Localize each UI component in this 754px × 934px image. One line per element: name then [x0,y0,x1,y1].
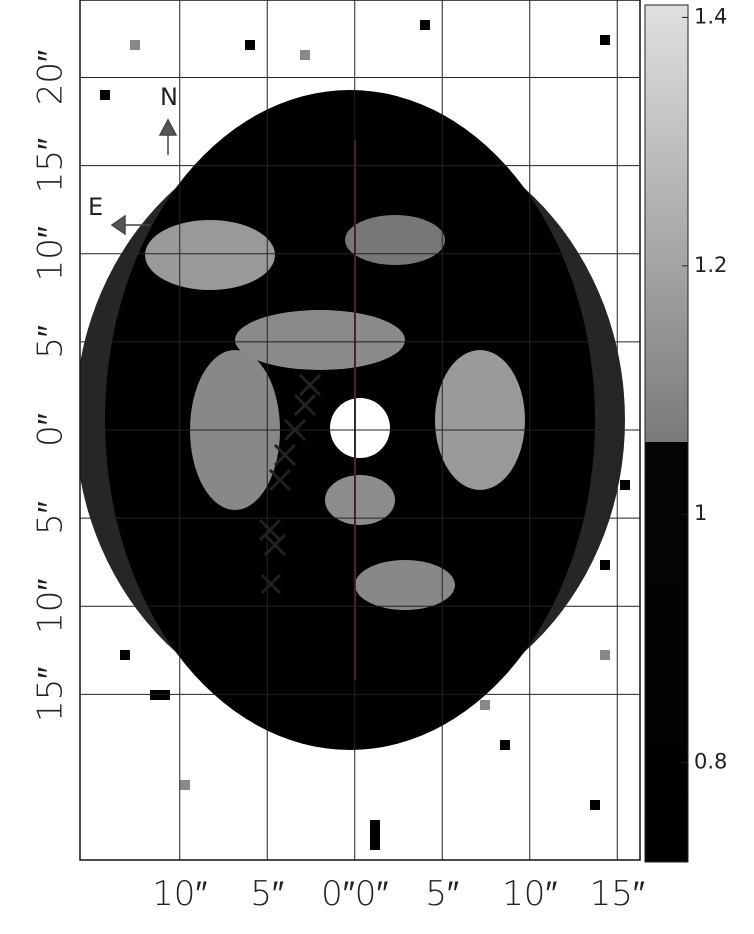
y-tick-label: 20″ [31,50,71,105]
y-tick-label: 5″ [31,325,71,359]
north-label: N [160,83,178,111]
x-tick-label: 0″0″ [321,874,388,914]
colorbar-label: 0.8 [694,750,727,774]
colorbar-label: 1.2 [694,253,727,277]
colorbar-label: 1 [694,501,707,525]
x-tick-label: 10″ [152,874,207,914]
figure: N E 10″ 5″ 0″0″ 5″ 10″ 15″ 20″ 15″ 10″ 5″ 0″ 5″ 10″ 1… [0,0,754,930]
x-tick-label: 5″ [250,874,284,914]
colorbar [645,5,688,862]
y-tick-label: 10″ [31,579,71,634]
y-tick-label: 5″ [31,501,71,535]
y-tick-label: 0″ [31,413,71,447]
y-tick-label: 10″ [31,226,71,281]
y-tick-label: 15″ [31,667,71,722]
east-label: E [88,193,103,221]
y-tick-label: 15″ [31,138,71,193]
colorbar-label: 1.4 [694,4,727,28]
x-tick-label: 15″ [590,874,645,914]
x-tick-label: 5″ [425,874,459,914]
x-tick-label: 10″ [502,874,557,914]
